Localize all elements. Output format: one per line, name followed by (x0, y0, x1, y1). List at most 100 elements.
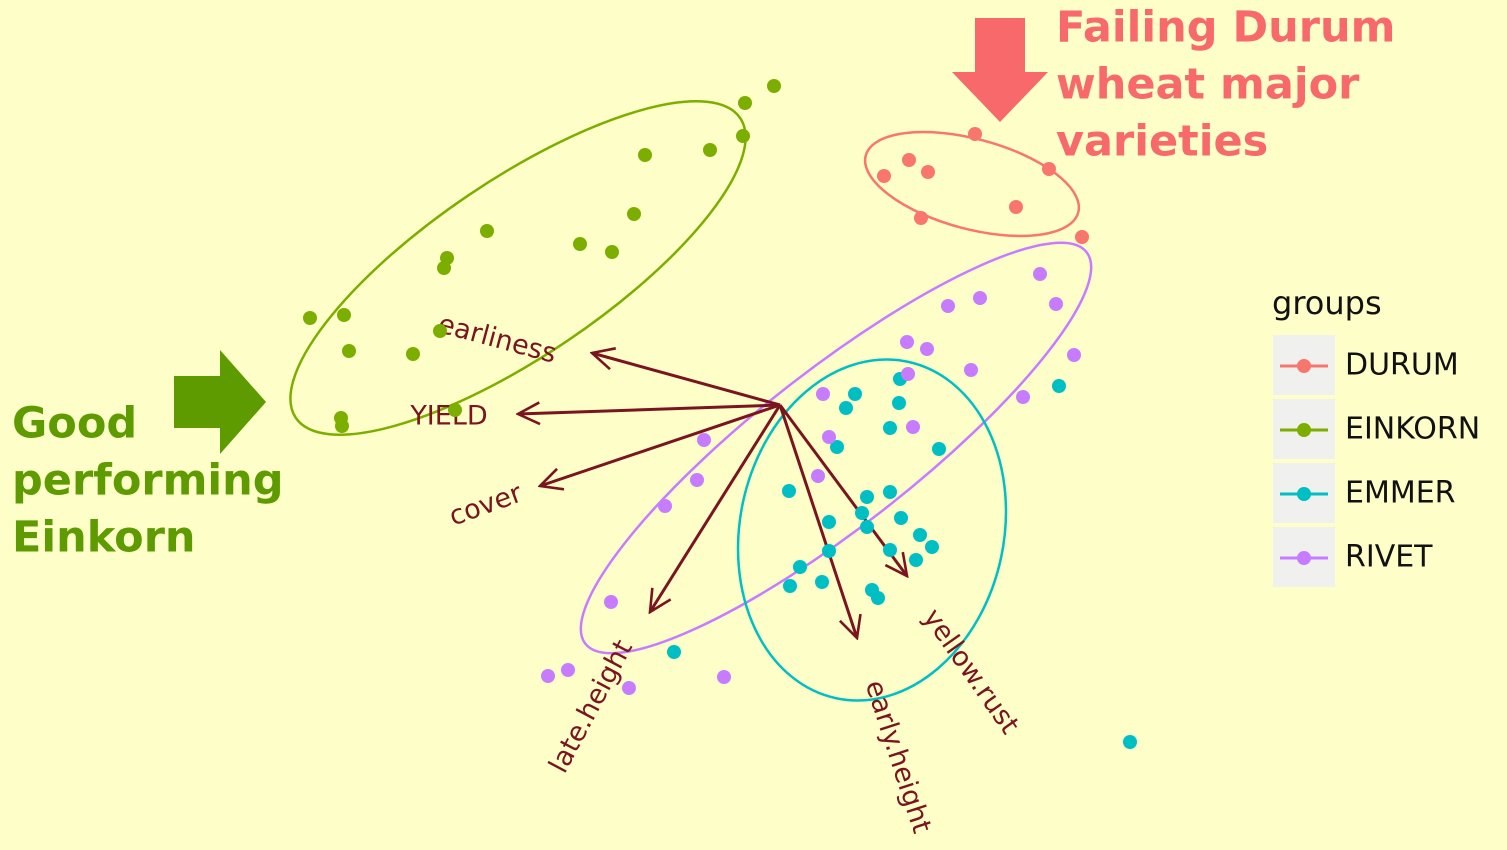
legend-dot (1297, 487, 1311, 501)
point (622, 681, 636, 695)
point (406, 347, 420, 361)
point (941, 299, 955, 313)
point (871, 591, 885, 605)
point (1016, 390, 1030, 404)
loading-arrow (778, 404, 857, 638)
point (717, 670, 731, 684)
point (925, 540, 939, 554)
point (822, 544, 836, 558)
point (921, 165, 935, 179)
point (860, 490, 874, 504)
point (448, 403, 462, 417)
annotation: varieties (1056, 117, 1268, 167)
point (335, 419, 349, 433)
point (877, 169, 891, 183)
loading-arrow (540, 403, 781, 486)
point (1067, 348, 1081, 362)
point (830, 440, 844, 454)
point (906, 420, 920, 434)
ellipses (289, 100, 1093, 702)
point (638, 148, 652, 162)
point (782, 484, 796, 498)
point (822, 430, 836, 444)
rivet-ellipse (579, 241, 1093, 655)
point (1075, 230, 1089, 244)
point (968, 127, 982, 141)
point (914, 211, 928, 225)
legend-dot (1297, 551, 1311, 565)
point (964, 363, 978, 377)
point (894, 511, 908, 525)
legend-label: EMMER (1345, 476, 1456, 511)
point (627, 207, 641, 221)
loading-label: early.height (859, 677, 937, 837)
point (909, 553, 923, 567)
point (658, 499, 672, 513)
point (1123, 735, 1137, 749)
point (697, 433, 711, 447)
point (1052, 379, 1066, 393)
point (783, 579, 797, 593)
durum-arrow (952, 18, 1048, 122)
point (883, 485, 897, 499)
point (480, 224, 494, 238)
einkorn-ellipse (289, 100, 747, 436)
legend: groups DURUM EINKORN EMMER RIVET (1272, 284, 1480, 587)
durum-ellipse (863, 130, 1081, 238)
point (822, 515, 836, 529)
point (337, 308, 351, 322)
point (855, 506, 869, 520)
point (342, 344, 356, 358)
point (437, 261, 451, 275)
point (860, 520, 874, 534)
loading-label: YIELD (409, 401, 487, 432)
legend-label: DURUM (1345, 348, 1459, 383)
legend-label: RIVET (1345, 540, 1433, 575)
annotation: Failing Durum (1056, 3, 1395, 53)
legend-label: EINKORN (1345, 412, 1480, 447)
point (815, 575, 829, 589)
point (848, 387, 862, 401)
point (573, 237, 587, 251)
point (738, 96, 752, 110)
loading-arrow (518, 405, 781, 414)
loading-arrow (592, 353, 781, 407)
loading-label: cover (445, 477, 527, 532)
point (667, 645, 681, 659)
einkorn-arrow (174, 350, 266, 454)
point (913, 528, 927, 542)
point (561, 663, 575, 677)
legend-dot (1297, 423, 1311, 437)
point (892, 396, 906, 410)
point (541, 669, 555, 683)
point (883, 421, 897, 435)
annotation: Good (12, 399, 137, 449)
legend-dot (1297, 359, 1311, 373)
point (303, 311, 317, 325)
point (1033, 267, 1047, 281)
point (901, 367, 915, 381)
annotation: performing (12, 456, 284, 506)
point (605, 245, 619, 259)
point (1009, 200, 1023, 214)
point (932, 442, 946, 456)
point (900, 335, 914, 349)
loading-label: late.height (543, 635, 639, 778)
point (736, 129, 750, 143)
point (811, 469, 825, 483)
annotation: wheat major (1056, 60, 1360, 110)
point (433, 324, 447, 338)
legend-title: groups (1272, 284, 1382, 322)
point (1049, 297, 1063, 311)
point (690, 473, 704, 487)
point (920, 342, 934, 356)
point (839, 401, 853, 415)
annotation: Einkorn (12, 513, 196, 563)
point (902, 153, 916, 167)
loading-label: earliness (435, 308, 560, 369)
emmer-ellipse (736, 358, 1008, 702)
point (816, 387, 830, 401)
point (703, 143, 717, 157)
point (883, 543, 897, 557)
